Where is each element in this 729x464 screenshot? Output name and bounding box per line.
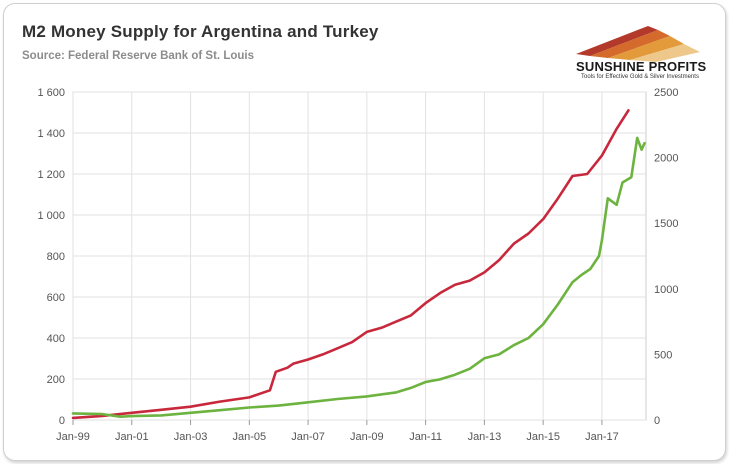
right-tick-label: 0	[654, 415, 660, 427]
left-tick-label: 1 600	[37, 87, 65, 99]
x-tick-label: Jan-17	[585, 431, 619, 443]
x-tick-label: Jan-07	[291, 431, 325, 443]
right-tick-label: 1500	[654, 218, 678, 230]
series-line-1	[71, 109, 630, 420]
chart-title: M2 Money Supply for Argentina and Turkey	[22, 22, 379, 41]
series-layer	[71, 109, 646, 420]
logo-name: SUNSHINE PROFITS	[576, 59, 707, 74]
chart-card	[3, 3, 726, 461]
x-tick-label: Jan-13	[468, 431, 502, 443]
left-tick-label: 0	[59, 415, 65, 427]
grid-lines	[72, 91, 646, 421]
left-tick-label: 800	[47, 251, 65, 263]
right-tick-label: 2000	[654, 153, 678, 165]
left-tick-label: 1 000	[37, 210, 65, 222]
x-tick-label: Jan-03	[174, 431, 208, 443]
x-tick-label: Jan-99	[56, 431, 90, 443]
logo-tagline: Tools for Effective Gold & Silver Invest…	[581, 74, 699, 80]
left-tick-label: 1 400	[37, 128, 65, 140]
right-tick-label: 500	[654, 349, 672, 361]
x-tick-label: Jan-09	[350, 431, 384, 443]
x-axis-ticks: Jan-99 Jan-01 Jan-03 Jan-05 Jan-07 Jan-09 Jan-…	[56, 420, 619, 443]
left-tick-label: 400	[47, 333, 65, 345]
right-tick-label: 2500	[654, 87, 678, 99]
left-tick-label: 200	[47, 374, 65, 386]
sunshine-profits-logo-icon	[576, 26, 700, 62]
left-tick-label: 1 200	[37, 169, 65, 181]
chart-subtitle: Source: Federal Reserve Bank of St. Loui…	[22, 50, 254, 62]
x-tick-label: Jan-11	[409, 431, 442, 443]
x-tick-label: Jan-05	[232, 431, 266, 443]
left-axis-ticks: 0 200 400 600 800 1 000 1 200 1 400 1 600	[37, 87, 65, 427]
left-tick-label: 600	[47, 292, 65, 304]
x-tick-label: Jan-01	[115, 431, 149, 443]
x-tick-label: Jan-15	[526, 431, 560, 443]
series-line-2	[71, 136, 646, 418]
right-axis-ticks: 0 500 1000 1500 2000 2500	[654, 87, 678, 427]
right-tick-label: 1000	[654, 284, 678, 296]
